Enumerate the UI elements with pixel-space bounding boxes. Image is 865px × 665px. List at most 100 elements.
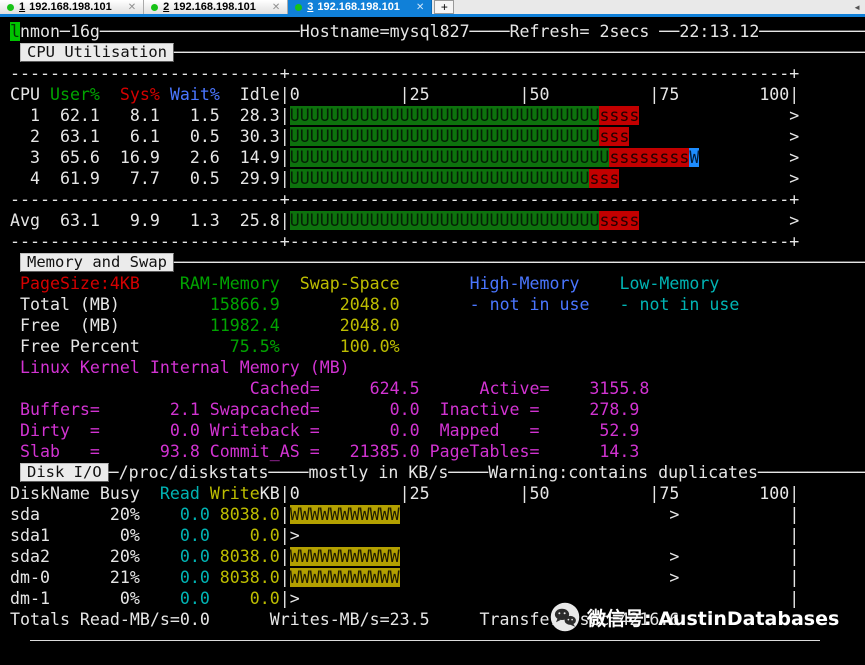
text-segment (280, 337, 340, 356)
text-segment: > (789, 211, 800, 230)
cpu-row-1: 1 62.1 8.1 1.5 28.3|UUUUUUUUUUUUUUUUUUUU… (10, 105, 865, 126)
text-segment: nmon─16g (20, 22, 100, 41)
text-segment: - not in use (619, 295, 740, 314)
text-segment (579, 274, 619, 293)
terminal[interactable]: lnmon─16g────────────────────Hostname=my… (0, 17, 865, 665)
wechat-icon (550, 602, 580, 632)
text-segment (120, 295, 210, 314)
connection-status-dot (295, 3, 303, 11)
text-segment (200, 484, 210, 503)
separator-line: ---------------------------+------------… (10, 189, 865, 210)
text-segment: 3 65.6 16.9 2.6 14.9| (10, 148, 290, 167)
bottom-rule-line (10, 630, 865, 651)
text-segment: Totals Read-MB/s=0.0 Writes-MB/s=23.5 Tr… (10, 610, 680, 629)
text-segment: |0 |25 |50 |75 100| (279, 85, 800, 104)
text-segment: |> (279, 589, 300, 608)
text-segment: 0.0 (139, 526, 210, 545)
bar-segment: UUUUUUUUUUUUUUUUUUUUUUUUUUUUUUUU (289, 148, 610, 167)
kernel-slab-row: Slab = 93.8 Commit_AS = 21385.0 PageTabl… (10, 441, 865, 462)
text-segment: > (669, 547, 680, 566)
tab-number: 3 (307, 1, 314, 13)
text-segment: |0 |25 |50 |75 100| (279, 484, 800, 503)
text-segment: 0.0 (139, 568, 210, 587)
title-rule: ────────────────────────────────────────… (173, 43, 865, 62)
text-segment: Sys% (119, 85, 160, 104)
memory-free-row: Free (MB) 11982.4 2048.0 (10, 315, 865, 336)
text-segment: Refresh= 2secs (509, 22, 650, 41)
bar-segment: WWWWWWWWWWW (289, 505, 400, 524)
text-segment: Hostname=mysql827 (299, 22, 470, 41)
text-segment: | (789, 568, 800, 587)
text-segment: Free Percent (10, 337, 140, 356)
text-segment: > (789, 148, 800, 167)
bottom-rule (30, 640, 820, 641)
terminal-tab-2[interactable]: 2 192.168.198.101 ✕ (144, 0, 289, 14)
tab-close-button[interactable]: ✕ (415, 1, 425, 13)
text-segment: Linux Kernel Internal Memory (MB) (10, 358, 350, 377)
text-segment (699, 148, 789, 167)
text-segment: sda2 20% (10, 547, 140, 566)
terminal-tab-3[interactable]: 3 192.168.198.101 ✕ (288, 0, 433, 14)
text-segment (400, 505, 670, 524)
tab-close-button[interactable]: ✕ (271, 1, 281, 13)
text-segment: High-Memory (469, 274, 580, 293)
text-segment (639, 211, 789, 230)
text-segment: Total (MB) (10, 295, 120, 314)
text-segment: 100.0% (339, 337, 400, 356)
separator-line: ---------------------------+------------… (10, 231, 865, 252)
text-segment: 8038.0 (209, 547, 280, 566)
text-segment (619, 169, 789, 188)
text-segment (679, 568, 789, 587)
bar-segment: sss (589, 169, 620, 188)
text-segment: Write (209, 484, 260, 503)
text-segment: | (279, 568, 290, 587)
title-rule: ────────────────────────────────────────… (758, 463, 865, 482)
text-segment (120, 316, 210, 335)
tab-close-button[interactable]: ✕ (127, 1, 137, 13)
text-segment (400, 568, 670, 587)
text-segment (400, 295, 470, 314)
watermark-text: 微信号: AustinDatabases (587, 607, 840, 630)
bar-segment: UUUUUUUUUUUUUUUUUUUUUUUUUUUUUU (289, 169, 590, 188)
text-segment: CPU (10, 85, 50, 104)
text-segment: ──────────────────── (99, 22, 300, 41)
terminal-tab-1[interactable]: 1 192.168.198.101 ✕ (0, 0, 145, 14)
new-tab-button[interactable]: + (434, 0, 455, 14)
text-segment: Wait% (169, 85, 220, 104)
text-segment: Free (MB) (10, 316, 120, 335)
text-segment: > (789, 169, 800, 188)
bar-segment: W (689, 148, 700, 167)
tab-number: 1 (19, 1, 26, 13)
text-segment: 22:13.12 (679, 22, 760, 41)
text-segment: > (789, 106, 800, 125)
kernel-buffers-row: Buffers= 2.1 Swapcached= 0.0 Inactive = … (10, 399, 865, 420)
disk-totals-row: Totals Read-MB/s=0.0 Writes-MB/s=23.5 Tr… (10, 609, 865, 630)
section-title-box: CPU Utilisation (20, 43, 174, 62)
text-segment (280, 274, 300, 293)
text-segment: 1 62.1 8.1 1.5 28.3| (10, 106, 290, 125)
section-title-box: Memory and Swap (20, 253, 174, 272)
tab-host-label: 192.168.198.101 (317, 1, 400, 13)
bar-segment: ssss (599, 106, 640, 125)
tab-bar: 1 192.168.198.101 ✕ 2 192.168.198.101 ✕ 3 192.1… (0, 0, 865, 17)
text-segment: sda 20% (10, 505, 140, 524)
bar-segment: UUUUUUUUUUUUUUUUUUUUUUUUUUUUUUU (289, 106, 600, 125)
text-segment: 0.0 (139, 505, 210, 524)
tab-scroll-left-icon[interactable]: ◄ (853, 2, 861, 12)
bar-segment: WWWWWWWWWWW (289, 547, 400, 566)
memory-total-row: Total (MB) 15866.9 2048.0 - not in use -… (10, 294, 865, 315)
text-segment: > (789, 127, 800, 146)
text-segment: - not in use (469, 295, 590, 314)
text-segment: Avg 63.1 9.9 1.3 25.8| (10, 211, 290, 230)
disk-table-header: DiskName Busy Read WriteKB|0 |25 |50 |75… (10, 483, 865, 504)
text-segment: dm-1 0% (10, 589, 140, 608)
text-segment (140, 337, 230, 356)
memory-free-percent-row: Free Percent 75.5% 100.0% (10, 336, 865, 357)
text-segment: sda1 0% (10, 526, 140, 545)
text-segment: 15866.9 (209, 295, 280, 314)
memory-section-title: Memory and Swap ─────────────────────────… (10, 252, 865, 273)
text-segment: 0.0 (139, 547, 210, 566)
cpu-row-2: 2 63.1 6.1 0.5 30.3|UUUUUUUUUUUUUUUUUUUU… (10, 126, 865, 147)
bar-segment: UUUUUUUUUUUUUUUUUUUUUUUUUUUUUUU (289, 127, 600, 146)
text-segment: Idle (219, 85, 280, 104)
